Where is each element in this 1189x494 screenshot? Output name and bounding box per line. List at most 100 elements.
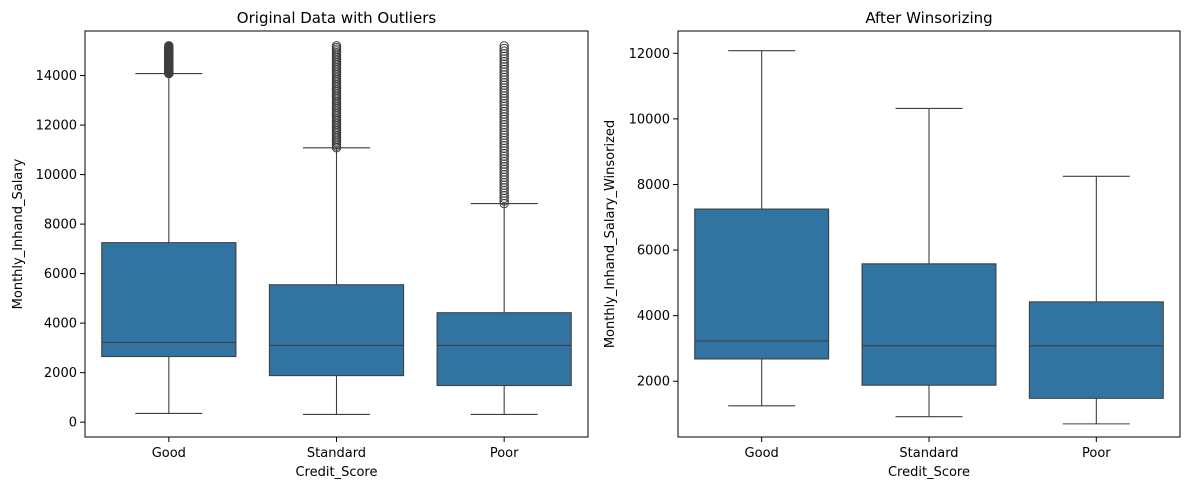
outlier-point	[499, 133, 509, 143]
x-tick-label: Poor	[1082, 446, 1111, 461]
y-tick-label: 2000	[44, 366, 77, 381]
outlier-point	[499, 83, 509, 93]
iqr-box	[694, 208, 830, 360]
iqr-box	[268, 284, 405, 377]
outlier-point	[499, 56, 509, 67]
iqr-box	[861, 263, 997, 386]
x-tick-label: Good	[745, 446, 779, 461]
x-axis-label: Credit_Score	[888, 465, 970, 480]
x-tick-label: Standard	[899, 446, 958, 461]
outlier-point	[499, 51, 509, 62]
outlier-point	[499, 59, 509, 69]
outliers	[499, 41, 509, 209]
outlier-point	[499, 188, 509, 198]
box-poor	[1028, 175, 1164, 425]
x-tick-label: Standard	[307, 446, 366, 461]
outlier-point	[499, 114, 509, 125]
y-tick-label: 10000	[629, 112, 670, 127]
y-axis-label: Monthly_Inhand_Salary	[11, 158, 26, 309]
outlier-point	[499, 70, 509, 80]
outlier-point	[499, 122, 509, 133]
outlier-point	[331, 41, 342, 51]
outlier-point	[499, 117, 509, 127]
outlier-point	[499, 77, 509, 88]
iqr-box	[436, 312, 572, 387]
outlier-point	[499, 85, 509, 96]
outlier-point	[499, 93, 509, 104]
outlier-point	[499, 169, 509, 180]
outlier-point	[499, 130, 509, 140]
outlier-point	[499, 88, 509, 98]
outlier-point	[499, 172, 509, 182]
iqr-box	[1028, 301, 1164, 399]
outlier-point	[499, 183, 509, 193]
x-tick-label: Good	[152, 446, 186, 461]
y-tick-label: 8000	[44, 218, 77, 233]
outlier-point	[499, 151, 509, 161]
y-tick-label: 14000	[36, 69, 77, 84]
outlier-point	[499, 180, 509, 190]
outlier-point	[499, 156, 509, 167]
outlier-point	[499, 46, 509, 56]
outlier-point	[499, 148, 509, 159]
chart-title: After Winsorizing	[865, 9, 992, 27]
y-tick-label: 8000	[637, 178, 670, 193]
subplot-1: Original Data with Outliers 0 2000 4000 6000…	[11, 9, 589, 480]
subplot-2: After Winsorizing 2000 4000 6000 8000 10000 12…	[603, 9, 1181, 480]
outlier-point	[499, 190, 509, 201]
outlier-point	[499, 177, 509, 188]
outlier-point	[499, 154, 509, 164]
y-axis-label: Monthly_Inhand_Salary_Winsorized	[603, 120, 618, 348]
outlier-point	[499, 120, 509, 130]
outlier-point	[499, 143, 509, 154]
outlier-point	[499, 106, 509, 117]
outlier-point	[499, 198, 509, 209]
outlier-point	[499, 196, 509, 206]
outlier-point	[499, 125, 509, 135]
outlier-point	[499, 54, 509, 64]
y-tick-label: 2000	[637, 375, 670, 390]
outliers	[331, 41, 342, 153]
outlier-point	[499, 67, 509, 77]
outliers	[164, 41, 174, 79]
outlier-point	[499, 43, 509, 54]
outlier-point	[499, 96, 509, 106]
y-tick-label: 12000	[629, 47, 670, 62]
outlier-point	[499, 112, 509, 122]
box-poor	[436, 41, 572, 416]
outlier-point	[164, 41, 174, 51]
box-standard	[861, 107, 997, 418]
outlier-point	[499, 159, 509, 169]
y-tick-label: 12000	[36, 119, 77, 134]
outlier-point	[499, 175, 509, 185]
outlier-point	[499, 104, 509, 114]
axes-frame	[84, 30, 589, 438]
box-standard	[268, 41, 405, 416]
y-tick-label: 0	[69, 416, 77, 431]
chart-title: Original Data with Outliers	[237, 9, 437, 27]
outlier-point	[499, 167, 509, 177]
x-tick-label: Poor	[490, 446, 519, 461]
outlier-point	[499, 101, 509, 112]
outlier-point	[499, 193, 509, 203]
outlier-point	[499, 135, 509, 146]
box-good	[101, 41, 237, 415]
outlier-point	[499, 98, 509, 109]
outlier-point	[499, 72, 509, 83]
outlier-point	[499, 91, 509, 101]
outlier-point	[499, 127, 509, 138]
iqr-box	[101, 242, 237, 358]
outlier-point	[499, 146, 509, 156]
outlier-point	[499, 138, 509, 148]
y-tick-label: 4000	[637, 309, 670, 324]
outlier-point	[499, 49, 509, 59]
outlier-point	[499, 164, 509, 175]
box-good	[694, 50, 830, 407]
y-tick-label: 4000	[44, 317, 77, 332]
outlier-point	[499, 80, 509, 90]
outlier-point	[499, 109, 509, 119]
outlier-point	[499, 162, 509, 172]
y-tick-label: 6000	[637, 244, 670, 259]
y-tick-label: 10000	[36, 168, 77, 183]
